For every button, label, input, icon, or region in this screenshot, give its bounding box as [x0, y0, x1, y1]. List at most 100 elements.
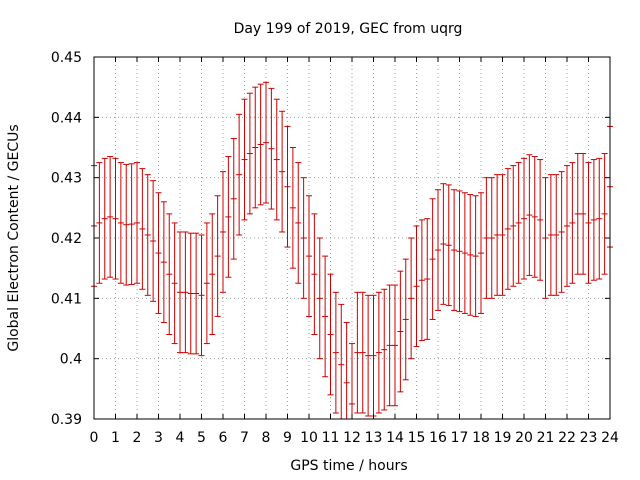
x-tick-label: 15 — [408, 430, 426, 446]
x-tick-label: 8 — [262, 430, 271, 446]
y-tick-label: 0.42 — [51, 231, 82, 247]
error-bar — [483, 177, 490, 299]
error-bar — [209, 213, 216, 336]
error-bar — [246, 92, 253, 215]
y-tick-label: 0.44 — [51, 110, 82, 126]
error-bar — [461, 192, 468, 314]
error-bar — [569, 162, 576, 284]
error-bar — [107, 156, 114, 278]
error-bar — [472, 195, 479, 317]
x-tick-label: 23 — [580, 430, 598, 446]
error-bar — [488, 177, 495, 299]
error-bar — [424, 218, 431, 340]
error-bar — [268, 87, 275, 210]
x-tick-label: 2 — [133, 430, 142, 446]
error-bar — [445, 184, 452, 307]
x-tick-label: 22 — [558, 430, 576, 446]
y-tick-label: 0.43 — [51, 171, 82, 187]
error-bar — [230, 137, 237, 260]
axis-ticks: 0 1 2 3 4 5 6 7 8 9 10 11 12 13 14 15 16 17 18 19 20 21 22 23 24… — [51, 50, 619, 446]
error-bar — [193, 232, 200, 355]
error-bar — [134, 162, 140, 284]
x-tick-label: 6 — [219, 430, 228, 446]
error-bar — [117, 162, 124, 284]
error-bar — [365, 294, 372, 417]
error-bar — [150, 180, 157, 302]
error-bar — [225, 156, 232, 278]
error-bar — [402, 258, 409, 381]
x-tick-label: 7 — [240, 430, 249, 446]
error-bar — [252, 86, 259, 209]
x-tick-label: 14 — [386, 430, 404, 446]
error-bar — [236, 113, 243, 236]
error-bar — [558, 171, 565, 293]
error-bar — [160, 201, 167, 323]
error-bar — [327, 273, 334, 396]
x-tick-label: 16 — [429, 430, 447, 446]
x-tick-label: 20 — [515, 430, 533, 446]
error-bar — [370, 294, 377, 417]
error-bar — [408, 237, 415, 360]
error-bar — [139, 168, 146, 290]
error-bar — [128, 163, 135, 285]
error-bar — [300, 177, 307, 299]
x-tick-label: 1 — [111, 430, 120, 446]
error-bar — [392, 284, 398, 407]
error-bar — [526, 154, 533, 276]
error-bar — [440, 183, 447, 305]
error-bar — [279, 110, 286, 233]
error-bar — [187, 232, 194, 355]
error-bar — [456, 190, 463, 313]
error-bar — [499, 174, 506, 296]
error-bar — [203, 222, 210, 345]
error-bar — [451, 189, 458, 311]
error-bar — [96, 162, 103, 284]
x-tick-label: 11 — [322, 430, 340, 446]
error-bar — [521, 157, 527, 280]
x-tick-label: 3 — [154, 430, 163, 446]
chart-title: Day 199 of 2019, GEC from uqrg — [234, 21, 463, 37]
error-bar — [332, 291, 339, 414]
error-bar — [494, 174, 501, 296]
error-bar — [537, 159, 544, 281]
error-bar — [585, 162, 592, 284]
error-bar — [273, 98, 280, 221]
error-bar — [504, 168, 511, 290]
error-bar — [478, 192, 484, 314]
error-bar — [214, 195, 221, 317]
error-bar — [311, 213, 318, 336]
error-bar — [171, 222, 178, 345]
error-bar — [198, 234, 205, 357]
x-tick-label: 19 — [494, 430, 512, 446]
error-bar — [354, 291, 361, 414]
error-bar — [316, 237, 323, 360]
error-bar — [429, 198, 436, 320]
error-bar — [295, 162, 302, 284]
error-bar — [515, 162, 522, 284]
x-axis-label: GPS time / hours — [290, 458, 407, 474]
error-bar — [435, 189, 441, 311]
error-bar — [596, 157, 603, 280]
x-tick-label: 24 — [601, 430, 619, 446]
error-bar — [220, 171, 226, 293]
x-tick-label: 13 — [365, 430, 383, 446]
y-axis-label: Global Electron Content / GECUs — [6, 124, 22, 351]
error-bar — [343, 321, 350, 419]
error-bar — [155, 192, 162, 314]
data-series — [91, 81, 613, 419]
y-tick-label: 0.4 — [60, 352, 82, 368]
error-bar — [574, 153, 581, 275]
error-bar — [547, 174, 554, 296]
error-bar — [123, 163, 130, 286]
error-bar — [375, 291, 382, 414]
error-bar — [263, 81, 269, 204]
x-tick-label: 9 — [283, 430, 292, 446]
x-tick-label: 4 — [176, 430, 185, 446]
y-tick-label: 0.41 — [51, 291, 82, 307]
error-bar — [553, 174, 560, 296]
error-bar — [359, 291, 366, 414]
error-bar — [381, 288, 388, 411]
x-tick-label: 12 — [343, 430, 361, 446]
error-bar — [182, 231, 189, 354]
